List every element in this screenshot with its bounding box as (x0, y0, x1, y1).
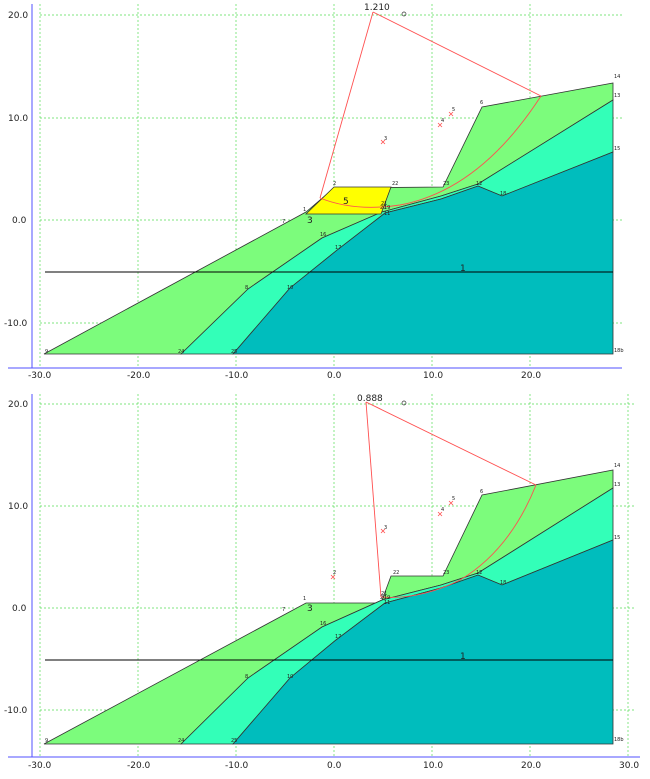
point-label: 3 (384, 136, 387, 142)
x-tick-label: -20.0 (127, 371, 151, 381)
point-label: 13 (614, 93, 620, 99)
load-markers (330, 500, 454, 580)
x-tick-label: 10.0 (423, 371, 443, 381)
y-tick-label: -10.0 (4, 319, 28, 329)
point-label: 20 (380, 205, 386, 211)
x-tick-label: 20.0 (521, 761, 541, 771)
slip-surface (319, 11, 542, 208)
point-label: 17 (335, 245, 341, 251)
point-label: 4 (441, 118, 444, 124)
x-tick-label: -10.0 (225, 371, 249, 381)
panel-bottom: 1 0.888 3 2 22 23 1 7 21 20 19 11 16 17 … (4, 394, 640, 771)
point-label: 10 (287, 674, 293, 680)
point-label: 7 (282, 219, 285, 225)
panel-top: 1 1.210 5 3 2 22 23 1 7 21 20 19 11 16 1… (4, 3, 624, 381)
y-tick-label: -10.0 (4, 706, 28, 716)
point-label: 18 (500, 191, 506, 197)
point-label: 21 (381, 591, 387, 597)
point-label: 22 (392, 181, 398, 187)
point-label: 14 (614, 463, 620, 469)
x-tick-label: 30.0 (619, 761, 639, 771)
point-label: 9 (45, 349, 48, 355)
point-label: 24 (178, 738, 184, 744)
y-tick-label: 20.0 (8, 400, 28, 410)
x-tick-label: -30.0 (28, 371, 52, 381)
point-label: 8 (245, 285, 248, 291)
point-label: 18b (614, 348, 624, 354)
x-tick-label: 0.0 (327, 761, 342, 771)
point-label: 18b (614, 737, 624, 743)
point-label: 16 (320, 232, 326, 238)
point-label: 5 (452, 107, 455, 113)
point-label: 12 (476, 570, 482, 576)
point-label: 17 (335, 634, 341, 640)
point-label: 5 (452, 496, 455, 502)
point-label: 20 (380, 595, 386, 601)
y-tick-label: 10.0 (8, 114, 28, 124)
point-label: 14 (614, 74, 620, 80)
soil-zone-bottom (232, 151, 614, 355)
soil-zone-bottom (232, 539, 614, 745)
point-label: 2 (333, 181, 336, 187)
zone-label: 3 (307, 604, 313, 614)
point-label: 12 (476, 181, 482, 187)
point-label: 19 (384, 205, 390, 211)
point-label: 9 (45, 738, 48, 744)
zone-label: 5 (343, 197, 349, 207)
factor-of-safety: 0.888 (357, 394, 383, 404)
point-label: 11 (384, 600, 390, 606)
water-line-label: 1 (460, 652, 466, 662)
water-line-label: 1 (460, 264, 466, 274)
point-labels: 2 22 23 1 7 21 20 19 11 16 17 12 18 6 14… (45, 463, 624, 744)
point-label: 23 (443, 181, 449, 187)
point-label: 15 (614, 535, 620, 541)
rotation-center-marker (401, 400, 407, 406)
point-label: 25 (231, 349, 237, 355)
zone-label: 3 (307, 216, 313, 226)
rotation-center-marker (401, 11, 407, 17)
point-label: 18 (500, 580, 506, 586)
point-label: 25 (231, 738, 237, 744)
point-label: 3 (384, 525, 387, 531)
y-tick-label: 0.0 (12, 216, 27, 226)
slip-surface (365, 401, 537, 598)
point-labels: 2 22 23 1 7 21 20 19 11 16 17 12 18 6 14… (45, 74, 624, 355)
y-tick-label: 10.0 (8, 502, 28, 512)
point-label: 1 (303, 596, 306, 602)
point-label: 6 (480, 100, 483, 106)
point-label: 15 (614, 146, 620, 152)
point-label: 2 (333, 570, 336, 576)
x-tick-label: -30.0 (28, 761, 52, 771)
x-tick-label: 20.0 (521, 371, 541, 381)
point-label: 7 (282, 607, 285, 613)
point-label: 23 (443, 570, 449, 576)
x-tick-label: -10.0 (225, 761, 249, 771)
point-label: 1 (303, 207, 306, 213)
point-label: 13 (614, 482, 620, 488)
load-markers (380, 111, 454, 145)
point-label: 6 (480, 489, 483, 495)
point-label: 22 (393, 570, 399, 576)
factor-of-safety: 1.210 (364, 3, 390, 13)
x-tick-label: 10.0 (423, 761, 443, 771)
point-label: 24 (178, 349, 184, 355)
point-label: 10 (287, 285, 293, 291)
x-tick-label: -20.0 (127, 761, 151, 771)
x-tick-label: 0.0 (327, 371, 342, 381)
point-label: 11 (384, 211, 390, 217)
y-tick-label: 20.0 (8, 11, 28, 21)
point-label: 4 (441, 507, 444, 513)
point-label: 21 (381, 201, 387, 207)
point-label: 8 (245, 674, 248, 680)
point-label: 19 (384, 595, 390, 601)
point-label: 16 (320, 621, 326, 627)
y-tick-label: 0.0 (12, 604, 27, 614)
